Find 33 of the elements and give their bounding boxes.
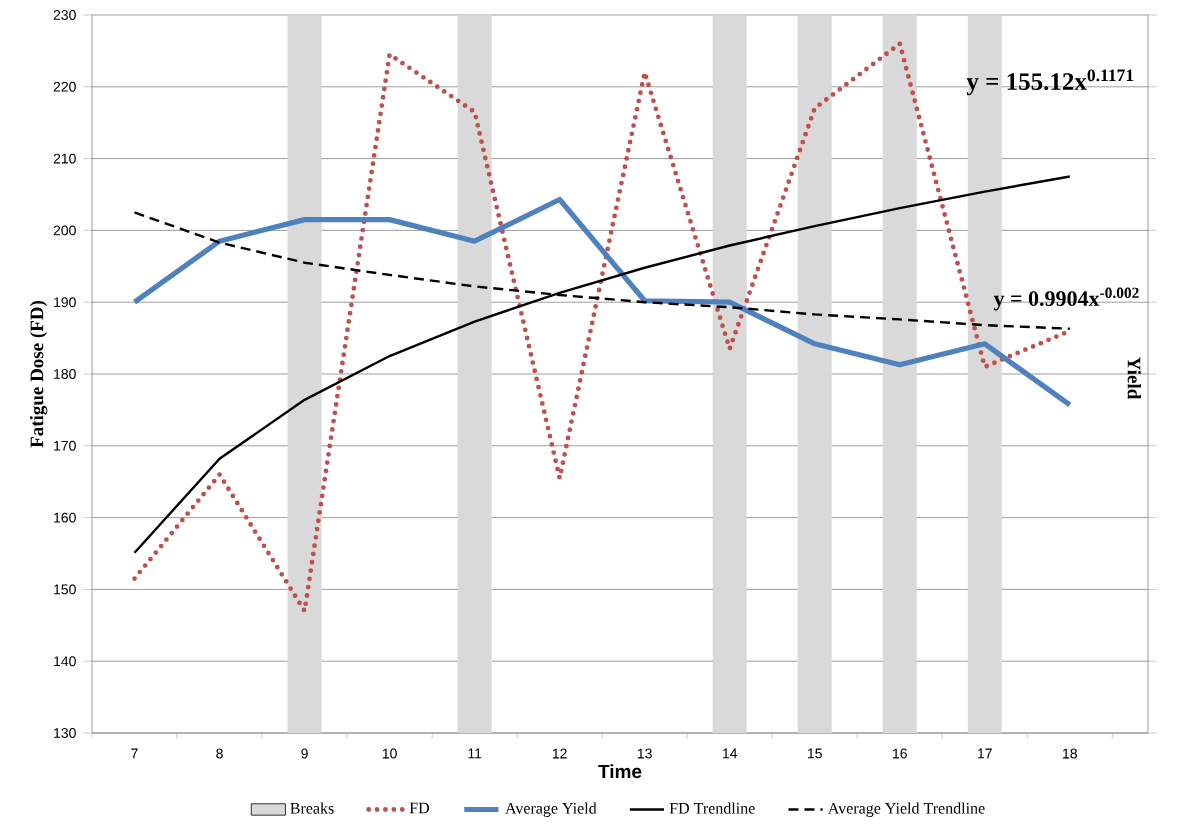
x-tick-label: 9 bbox=[301, 748, 308, 759]
y-tick-label: 210 bbox=[53, 153, 76, 164]
x-tick-label: 11 bbox=[468, 748, 482, 759]
x-tick-label: 8 bbox=[216, 748, 223, 759]
y-tick-label: 220 bbox=[53, 81, 76, 92]
y-tick-label: 160 bbox=[54, 512, 76, 523]
legend-label: Average Yield Trendline bbox=[827, 802, 985, 817]
y-tick-label: 200 bbox=[53, 225, 76, 236]
x-tick-label: 7 bbox=[131, 748, 138, 759]
x-tick-label: 15 bbox=[808, 748, 822, 759]
y-axis-title: Fatigue Dose (FD) bbox=[29, 300, 48, 448]
x-tick-label: 16 bbox=[893, 748, 907, 759]
y-tick-label: 170 bbox=[54, 440, 76, 451]
x-axis-title: Time bbox=[598, 764, 642, 779]
x-tick-label: 13 bbox=[637, 748, 652, 759]
x-tick-label: 18 bbox=[1063, 748, 1077, 759]
y2-axis-title: Yield bbox=[1127, 357, 1141, 400]
x-tick-label: 12 bbox=[552, 748, 567, 759]
legend-label: FD Trendline bbox=[669, 802, 755, 814]
annotation: y = 155.12x$^{0.1171}$ bbox=[966, 69, 1134, 96]
legend-label: Average Yield bbox=[505, 802, 597, 817]
legend-label: Breaks bbox=[290, 802, 334, 814]
x-tick-label: 10 bbox=[382, 748, 397, 759]
y-tick-label: 140 bbox=[54, 656, 76, 667]
x-tick-label: 14 bbox=[722, 748, 738, 759]
y-tick-label: 180 bbox=[54, 369, 76, 379]
y-tick-label: 190 bbox=[54, 297, 76, 308]
y-tick-label: 230 bbox=[53, 10, 76, 20]
x-tick-label: 17 bbox=[978, 748, 992, 759]
y-tick-label: 150 bbox=[54, 584, 76, 595]
annotation: y = 0.9904x$^{-0.002}$ bbox=[993, 287, 1139, 311]
legend-label: FD bbox=[409, 802, 430, 814]
y-tick-label: 130 bbox=[54, 728, 76, 738]
